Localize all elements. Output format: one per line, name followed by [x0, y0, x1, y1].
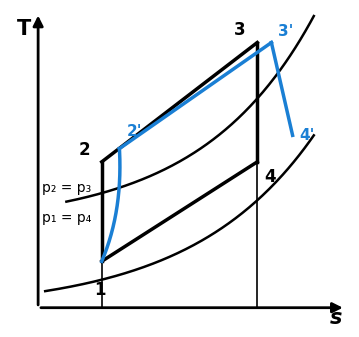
Text: T: T: [17, 19, 31, 39]
Text: 4: 4: [264, 168, 276, 186]
Text: s: s: [330, 308, 342, 328]
Text: p₁ = p₄: p₁ = p₄: [42, 211, 91, 225]
Text: 4': 4': [300, 128, 315, 143]
Text: p₂ = p₃: p₂ = p₃: [42, 181, 91, 195]
Text: 2': 2': [126, 124, 142, 139]
Text: 3': 3': [279, 24, 294, 39]
Text: 2: 2: [78, 141, 90, 158]
Text: 1: 1: [94, 281, 106, 299]
Text: 3: 3: [234, 21, 246, 39]
